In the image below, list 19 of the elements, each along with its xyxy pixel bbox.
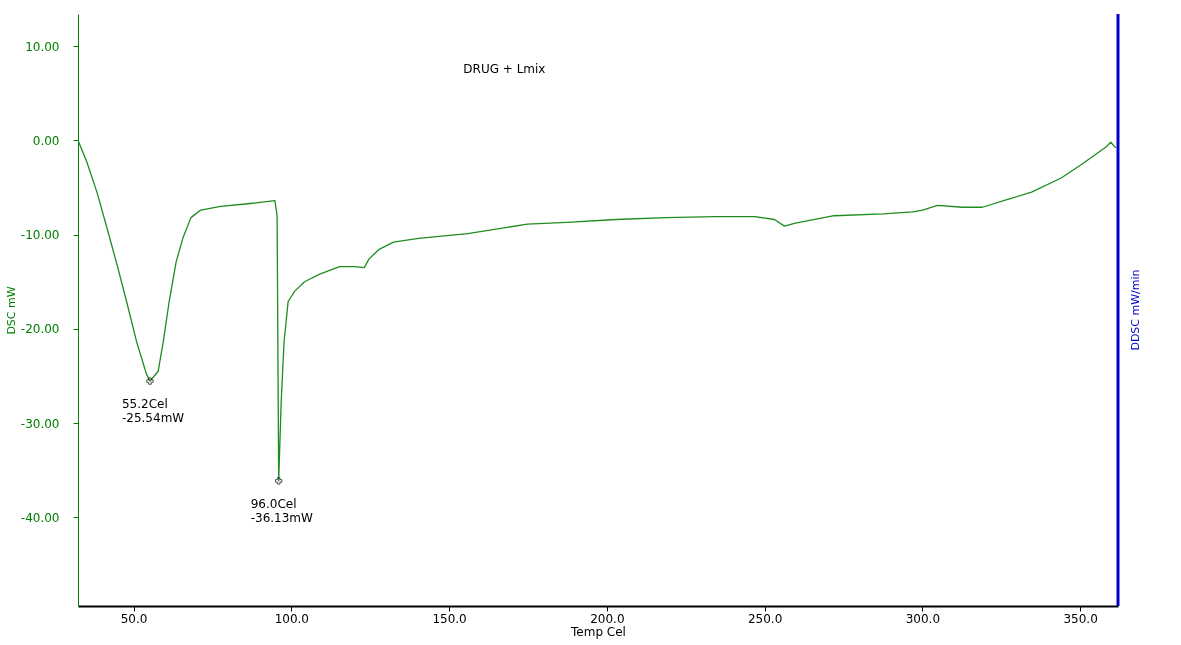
y2-axis-title: DDSC mW/min — [1129, 269, 1142, 351]
y-tick-label: -10.00 — [20, 228, 60, 243]
y-tick-label: -40.00 — [20, 510, 60, 525]
x-tick-label: 300.0 — [905, 611, 941, 626]
annotation: 55.2Cel -25.54mW — [121, 397, 185, 426]
x-tick-label: 200.0 — [590, 611, 625, 626]
text: DRUG + Lmix — [463, 62, 546, 76]
y-tick-label: 10.00 — [25, 39, 60, 54]
y-axis-title: DSC mW — [4, 286, 18, 335]
x-tick-label: 150.0 — [432, 611, 467, 626]
x-axis-title: Temp Cel — [570, 624, 626, 639]
y-tick-label: -30.00 — [20, 416, 60, 431]
y-tick-label: -20.00 — [20, 322, 60, 337]
annotation: 96.0Cel -36.13mW — [250, 496, 314, 525]
x-tick-label: 100.0 — [274, 611, 309, 626]
x-tick-label: 250.0 — [747, 611, 783, 626]
y-tick-label: 0.00 — [32, 133, 60, 148]
x-tick-label: 350.0 — [1063, 611, 1098, 626]
x-tick-label: 50.0 — [120, 611, 148, 626]
